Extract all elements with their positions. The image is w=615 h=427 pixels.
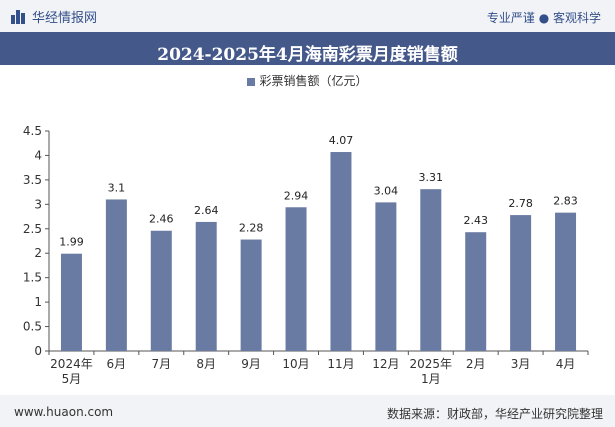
bar[interactable] [285, 207, 307, 351]
bar[interactable] [330, 152, 352, 351]
data-label: 2.78 [508, 197, 533, 210]
footer-bar [0, 395, 615, 427]
legend-swatch [247, 77, 256, 86]
brand[interactable]: 华经情报网 [10, 7, 97, 26]
bar[interactable] [195, 221, 217, 351]
x-tick-label: 12月 [372, 357, 399, 371]
data-label: 2.43 [463, 214, 488, 227]
bar[interactable] [465, 232, 487, 351]
data-label: 2.83 [553, 195, 578, 208]
title-bar [0, 32, 615, 65]
website-link[interactable]: www.huaon.com [14, 405, 114, 419]
data-source: 数据来源：财政部，华经产业研究院整理 [386, 407, 603, 421]
y-tick-label: 4 [34, 148, 42, 162]
bar[interactable] [60, 253, 82, 351]
x-tick-label: 3月 [511, 357, 531, 371]
y-tick-label: 2 [34, 246, 42, 260]
y-tick-label: 3.5 [23, 173, 42, 187]
y-tick-label: 3 [34, 197, 42, 211]
data-label: 2.28 [239, 222, 264, 235]
chart-title: 2024-2025年4月海南彩票月度销售额 [157, 45, 458, 65]
x-tick-label: 9月 [241, 357, 261, 371]
bar[interactable] [240, 239, 262, 351]
data-label: 3.04 [374, 184, 399, 197]
tagline: 专业严谨 ● 客观科学 [486, 11, 601, 25]
x-tick-label: 2025年 1月 [410, 357, 453, 386]
y-tick-label: 0.5 [23, 320, 42, 334]
data-label: 2.46 [149, 213, 174, 226]
x-tick-label: 11月 [327, 357, 354, 371]
legend[interactable]: 彩票销售额（亿元） [0, 72, 615, 89]
data-label: 1.99 [59, 236, 84, 249]
x-tick-label: 7月 [151, 357, 171, 371]
data-label: 3.1 [108, 181, 126, 194]
data-label: 3.31 [419, 171, 444, 184]
x-tick-label: 6月 [107, 357, 127, 371]
bar[interactable] [555, 212, 577, 351]
x-tick-label: 4月 [556, 357, 576, 371]
x-tick-label: 2月 [466, 357, 486, 371]
y-tick-label: 4.5 [23, 124, 42, 138]
bar[interactable] [105, 199, 127, 351]
data-label: 2.94 [284, 189, 309, 202]
bar[interactable] [510, 215, 532, 351]
x-tick-label: 10月 [282, 357, 309, 371]
bar[interactable] [420, 189, 442, 351]
brand-name: 华经情报网 [32, 11, 98, 26]
y-tick-label: 1.5 [23, 271, 42, 285]
y-tick-label: 0 [34, 344, 42, 358]
legend-label: 彩票销售额（亿元） [259, 74, 368, 88]
brand-logo-icon [10, 9, 26, 25]
x-tick-label: 8月 [196, 357, 216, 371]
top-bar [0, 0, 615, 32]
data-label: 4.07 [329, 134, 354, 147]
y-tick-label: 2.5 [23, 222, 42, 236]
x-tick-label: 2024年 5月 [50, 357, 93, 386]
y-tick-label: 1 [34, 295, 42, 309]
data-label: 2.64 [194, 204, 219, 217]
bar[interactable] [150, 230, 172, 351]
bar[interactable] [375, 202, 397, 351]
